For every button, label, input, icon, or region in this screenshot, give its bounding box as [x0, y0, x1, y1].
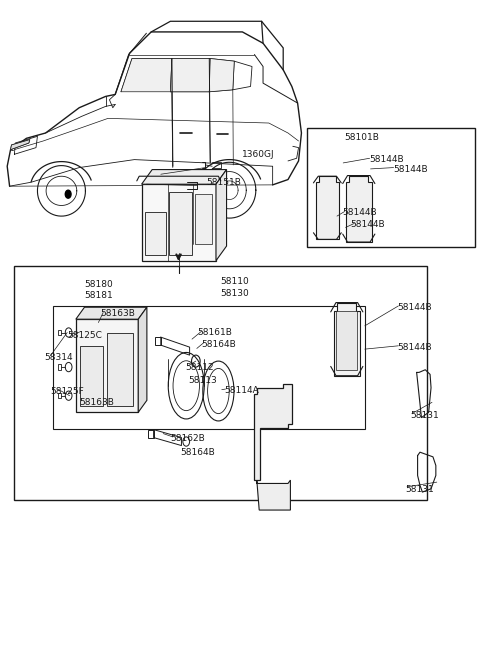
- Text: 58163B: 58163B: [100, 309, 135, 319]
- Bar: [14, 266, 427, 500]
- Polygon shape: [121, 59, 172, 92]
- Bar: [53, 306, 365, 429]
- Bar: [148, 430, 154, 438]
- Text: 58113: 58113: [189, 376, 217, 385]
- Text: 58164B: 58164B: [202, 340, 236, 349]
- Polygon shape: [142, 184, 216, 261]
- Bar: [80, 346, 103, 406]
- Polygon shape: [138, 307, 147, 412]
- Text: 58114A: 58114A: [225, 386, 259, 395]
- Polygon shape: [11, 140, 30, 150]
- Text: 1360GJ: 1360GJ: [242, 150, 275, 159]
- Text: 58125C: 58125C: [67, 331, 102, 340]
- Polygon shape: [346, 176, 372, 242]
- Text: 58131: 58131: [406, 485, 434, 494]
- Text: 58125F: 58125F: [50, 386, 84, 396]
- Text: 58130: 58130: [220, 289, 249, 299]
- Polygon shape: [254, 384, 292, 480]
- Bar: [155, 337, 161, 345]
- Text: 58144B: 58144B: [397, 303, 432, 313]
- Text: 58144B: 58144B: [343, 208, 377, 217]
- Polygon shape: [216, 170, 227, 261]
- Polygon shape: [76, 307, 147, 319]
- Polygon shape: [170, 59, 210, 92]
- Text: 58144B: 58144B: [350, 220, 385, 229]
- Circle shape: [65, 190, 71, 198]
- Text: 58144B: 58144B: [394, 165, 428, 174]
- Polygon shape: [76, 319, 138, 412]
- Polygon shape: [316, 176, 339, 239]
- Text: 58314: 58314: [44, 353, 73, 362]
- Polygon shape: [142, 170, 227, 184]
- Text: 58151B: 58151B: [206, 178, 241, 187]
- Text: 58181: 58181: [84, 291, 113, 301]
- Polygon shape: [209, 59, 234, 92]
- Text: 58112: 58112: [186, 363, 215, 372]
- Text: 58144B: 58144B: [370, 155, 404, 164]
- Text: 58180: 58180: [84, 280, 113, 289]
- Bar: [195, 194, 212, 244]
- Polygon shape: [257, 480, 290, 510]
- Text: 58163B: 58163B: [79, 398, 114, 408]
- Text: 58131: 58131: [410, 411, 439, 420]
- Text: 58164B: 58164B: [180, 448, 215, 457]
- Text: 58162B: 58162B: [170, 434, 205, 444]
- Bar: [336, 311, 357, 370]
- Text: 58161B: 58161B: [198, 328, 233, 337]
- Bar: [107, 332, 133, 406]
- Text: 58144B: 58144B: [397, 342, 432, 352]
- Text: 58110: 58110: [220, 277, 249, 287]
- Polygon shape: [334, 303, 360, 376]
- Bar: [145, 212, 166, 255]
- Text: 58101B: 58101B: [345, 133, 380, 142]
- Bar: [169, 192, 192, 255]
- Bar: [307, 128, 475, 247]
